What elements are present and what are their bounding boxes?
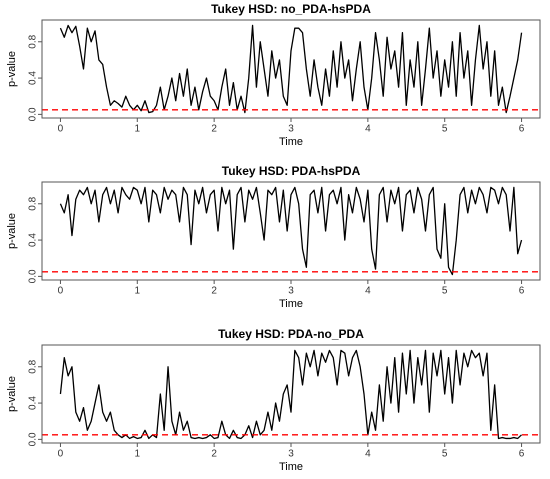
- x-tick-label: 0: [58, 124, 64, 135]
- line-series: [59, 186, 523, 276]
- x-tick-label: 3: [288, 124, 294, 135]
- x-tick-label: 5: [442, 449, 448, 460]
- x-tick-label: 0: [58, 286, 64, 297]
- x-axis-label: Time: [279, 298, 303, 310]
- y-tick-label: 0.4: [28, 396, 39, 410]
- x-tick-label: 1: [135, 449, 141, 460]
- y-tick-label: 0.8: [28, 34, 39, 48]
- x-tick-label: 2: [211, 124, 217, 135]
- x-tick-label: 1: [135, 124, 141, 135]
- y-tick-label: 0.0: [28, 269, 39, 283]
- y-axis-label: p-value: [6, 376, 18, 412]
- plot-frame: [41, 19, 541, 119]
- chart-title: Tukey HSD: PDA-hsPDA: [222, 164, 361, 178]
- line-series: [59, 24, 523, 114]
- x-tick-label: 4: [365, 449, 371, 460]
- x-tick-label: 1: [135, 286, 141, 297]
- x-axis-label: Time: [279, 136, 303, 148]
- y-tick-label: 0.0: [28, 432, 39, 446]
- plot-frame: [41, 181, 541, 281]
- chart-title: Tukey HSD: no_PDA-hsPDA: [211, 2, 371, 16]
- y-tick-label: 0.8: [28, 196, 39, 210]
- x-tick-label: 5: [442, 124, 448, 135]
- y-tick-label: 0.4: [28, 71, 39, 85]
- chart-title: Tukey HSD: PDA-no_PDA: [218, 327, 364, 341]
- x-tick-label: 6: [519, 124, 525, 135]
- y-axis-label: p-value: [6, 51, 18, 87]
- x-tick-label: 3: [288, 286, 294, 297]
- x-tick-label: 4: [365, 124, 371, 135]
- x-tick-label: 5: [442, 286, 448, 297]
- y-tick-label: 0.4: [28, 233, 39, 247]
- x-tick-label: 0: [58, 449, 64, 460]
- y-axis-label: p-value: [6, 213, 18, 249]
- y-tick-label: 0.0: [28, 107, 39, 121]
- x-tick-label: 4: [365, 286, 371, 297]
- y-tick-label: 0.8: [28, 359, 39, 373]
- x-axis-label: Time: [279, 461, 303, 473]
- plot-frame: [41, 344, 541, 444]
- x-tick-label: 2: [211, 449, 217, 460]
- x-tick-label: 2: [211, 286, 217, 297]
- x-tick-label: 6: [519, 286, 525, 297]
- x-tick-label: 6: [519, 449, 525, 460]
- line-series: [59, 349, 523, 440]
- x-tick-label: 3: [288, 449, 294, 460]
